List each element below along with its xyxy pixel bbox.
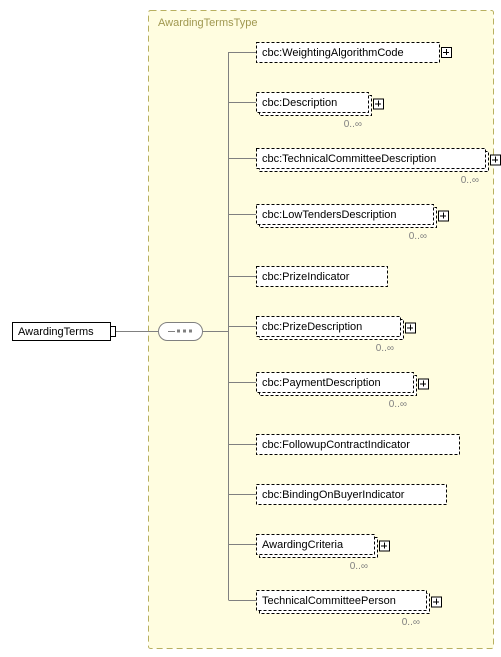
element-label: cbc:BindingOnBuyerIndicator	[262, 489, 405, 501]
element-label: cbc:PaymentDescription	[262, 377, 381, 389]
expand-toggle[interactable]	[374, 99, 384, 109]
element-weighting-algorithm-code: cbc:WeightingAlgorithmCode	[257, 43, 452, 63]
expand-toggle[interactable]	[380, 541, 390, 551]
cardinality-label: 0..∞	[376, 343, 394, 354]
expand-toggle[interactable]	[406, 323, 416, 333]
element-label: cbc:FollowupContractIndicator	[262, 439, 410, 451]
element-label: AwardingCriteria	[262, 539, 344, 551]
expand-toggle[interactable]	[432, 597, 442, 607]
sequence-compositor	[159, 323, 203, 341]
element-followup-contract-indicator: cbc:FollowupContractIndicator	[257, 435, 460, 455]
element-binding-on-buyer-indicator: cbc:BindingOnBuyerIndicator	[257, 485, 447, 505]
element-label: cbc:LowTendersDescription	[262, 209, 397, 221]
cardinality-label: 0..∞	[344, 119, 362, 130]
type-group-label: AwardingTermsType	[158, 17, 257, 29]
element-label: TechnicalCommitteePerson	[262, 595, 396, 607]
root-element: AwardingTerms	[13, 323, 116, 341]
expand-toggle[interactable]	[491, 155, 501, 165]
element-label: cbc:WeightingAlgorithmCode	[262, 47, 404, 59]
cardinality-label: 0..∞	[389, 399, 407, 410]
element-prize-indicator: cbc:PrizeIndicator	[257, 267, 388, 287]
root-element-label: AwardingTerms	[18, 326, 94, 338]
expand-toggle[interactable]	[419, 379, 429, 389]
element-label: cbc:PrizeDescription	[262, 321, 362, 333]
element-label: cbc:Description	[262, 97, 337, 109]
element-label: cbc:PrizeIndicator	[262, 271, 350, 283]
expand-toggle[interactable]	[442, 48, 452, 58]
expand-toggle[interactable]	[439, 211, 449, 221]
element-label: cbc:TechnicalCommitteeDescription	[262, 153, 436, 165]
cardinality-label: 0..∞	[350, 561, 368, 572]
cardinality-label: 0..∞	[461, 175, 479, 186]
cardinality-label: 0..∞	[402, 617, 420, 628]
cardinality-label: 0..∞	[409, 231, 427, 242]
